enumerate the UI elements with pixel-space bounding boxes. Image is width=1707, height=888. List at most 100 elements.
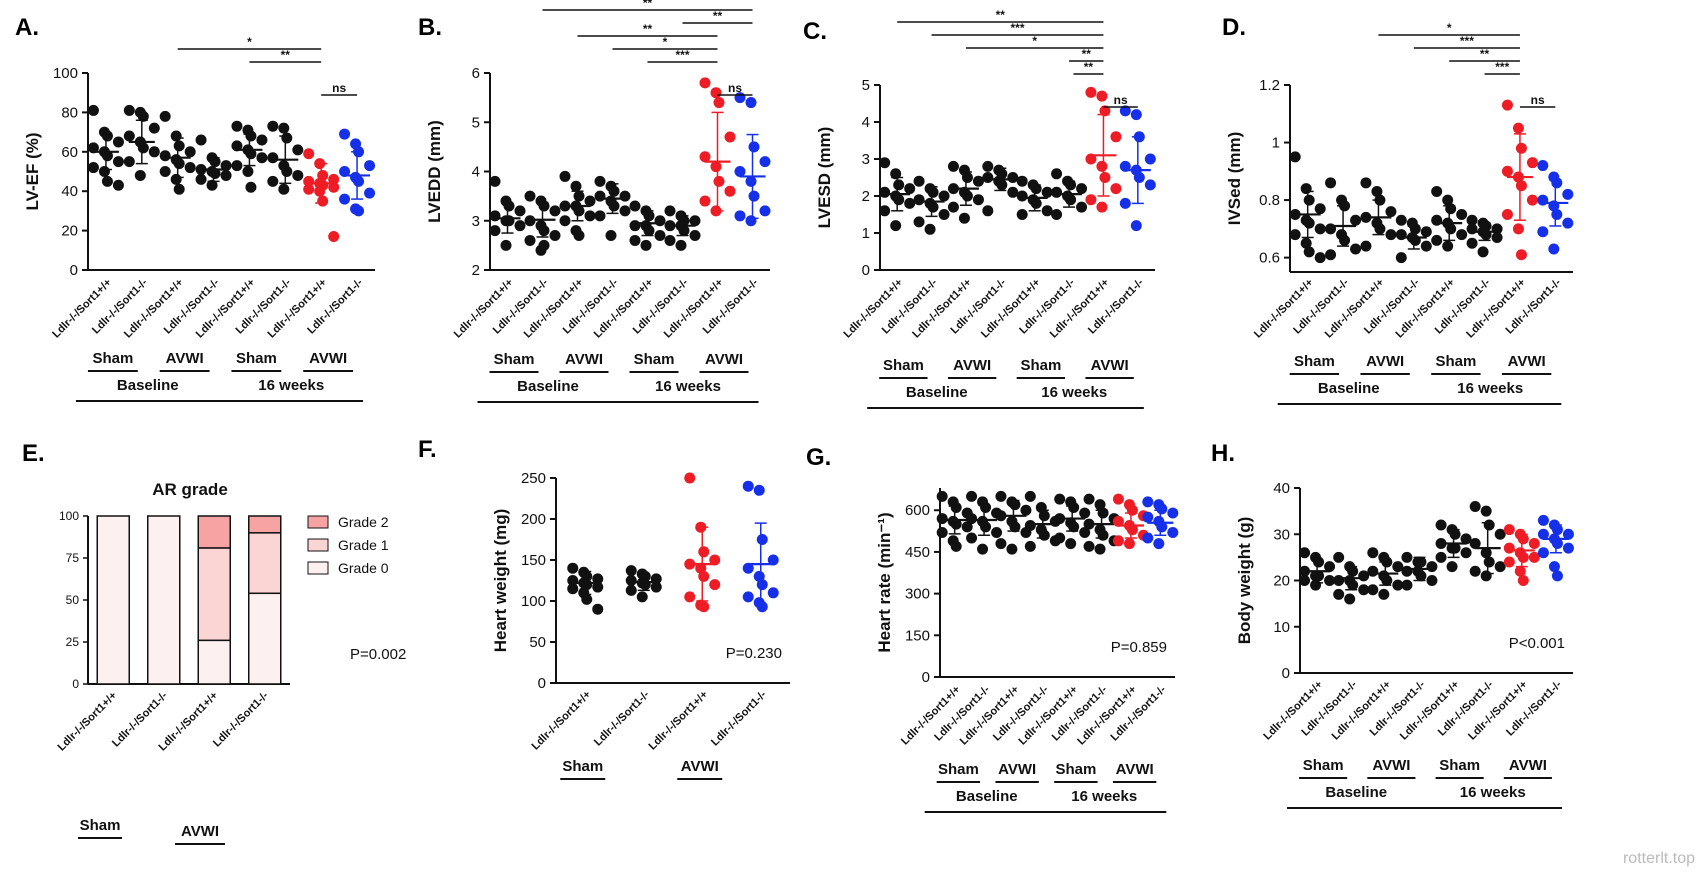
data-point-A — [134, 169, 146, 181]
group-label-G: AVWI — [998, 761, 1036, 778]
y-tick-label-G: 450 — [905, 544, 930, 561]
data-point-C — [927, 186, 939, 198]
sig-label-C: *** — [1010, 21, 1024, 35]
p-value-F: P=0.230 — [726, 645, 782, 662]
data-point-D — [1420, 240, 1432, 252]
data-point-G — [1079, 526, 1091, 538]
data-point-A — [209, 167, 221, 179]
data-point-H — [1426, 561, 1438, 573]
period-label-C: Baseline — [906, 384, 968, 401]
y-axis-label-F: Heart weight (mg) — [491, 509, 510, 653]
period-label-C: 16 weeks — [1041, 384, 1107, 401]
group-label-C: AVWI — [953, 357, 991, 374]
y-tick-label-A: 80 — [61, 104, 78, 121]
data-point-G — [1094, 499, 1106, 511]
data-point-C — [1016, 209, 1028, 220]
data-point-H — [1401, 579, 1413, 591]
data-point-D — [1314, 203, 1326, 215]
data-point-B — [538, 225, 550, 237]
data-point-A — [173, 158, 185, 170]
data-point-G — [936, 526, 948, 538]
data-point-B — [745, 97, 757, 109]
data-point-G — [1156, 503, 1168, 515]
data-point-D — [1445, 203, 1457, 215]
data-point-F — [592, 603, 604, 615]
y-tick-label-A: 0 — [70, 262, 78, 279]
data-point-H — [1480, 570, 1492, 582]
data-point-B — [594, 175, 606, 187]
data-point-D — [1325, 177, 1337, 189]
data-point-B — [489, 210, 501, 222]
data-point-H — [1503, 556, 1515, 568]
data-point-D — [1325, 249, 1337, 261]
y-tick-label-G: 150 — [905, 627, 930, 644]
data-point-C — [904, 183, 916, 195]
y-tick-label-F: 0 — [538, 675, 546, 692]
data-point-D — [1548, 243, 1560, 255]
y-tick-label-A: 100 — [53, 65, 78, 82]
data-point-C — [1065, 194, 1077, 206]
y-tick-label-D: 0.6 — [1259, 250, 1280, 267]
x-tick-label-F: Ldlr-/-/Sort1+/+ — [530, 689, 594, 753]
data-point-D — [1339, 234, 1351, 246]
data-point-C — [1051, 168, 1063, 180]
data-point-F — [709, 554, 721, 566]
stacked-bar-segment-E — [248, 532, 282, 595]
data-point-D — [1466, 237, 1478, 249]
data-point-F — [567, 583, 579, 595]
data-point-D — [1512, 122, 1524, 134]
data-point-A — [112, 136, 124, 148]
data-point-D — [1314, 223, 1326, 235]
data-point-D — [1289, 151, 1301, 163]
data-point-D — [1466, 214, 1478, 226]
data-point-F — [592, 581, 604, 593]
data-point-F — [567, 562, 579, 574]
x-tick-label-D: Ldlr-/-/Sort1+/+ — [1252, 277, 1316, 341]
sig-label-D: ns — [1531, 93, 1545, 107]
y-tick-label-F: 100 — [521, 593, 546, 610]
data-point-H — [1537, 528, 1549, 540]
y-tick-label-D: 1.2 — [1259, 77, 1280, 94]
data-point-H — [1537, 547, 1549, 559]
data-point-G — [1006, 543, 1018, 555]
data-point-A — [328, 173, 340, 185]
data-point-D — [1300, 183, 1312, 195]
data-point-G — [961, 521, 973, 533]
data-point-B — [629, 200, 641, 212]
panel-label-E: E. — [22, 440, 45, 467]
y-axis-label-B: LVEDD (mm) — [425, 120, 444, 223]
data-point-A — [148, 122, 160, 134]
p-value-G: P=0.859 — [1111, 639, 1167, 656]
data-point-A — [281, 166, 293, 177]
data-point-B — [643, 210, 655, 222]
data-point-C — [938, 209, 950, 220]
data-point-A — [87, 104, 99, 116]
data-point-D — [1303, 194, 1315, 206]
data-point-B — [489, 225, 501, 237]
data-point-G — [1123, 538, 1135, 550]
data-point-H — [1503, 524, 1515, 536]
y-tick-label-H: 10 — [1273, 619, 1290, 636]
data-point-B — [514, 220, 526, 232]
data-point-A — [87, 162, 99, 174]
data-point-B — [748, 190, 760, 202]
data-point-C — [1096, 160, 1108, 172]
data-point-A — [98, 166, 110, 177]
data-point-H — [1415, 570, 1427, 582]
y-tick-label-H: 30 — [1273, 526, 1290, 543]
data-point-B — [538, 239, 550, 251]
stacked-bar-segment-E — [197, 515, 231, 549]
data-point-B — [675, 239, 687, 251]
data-point-C — [1085, 86, 1097, 98]
y-axis-label-C: LVESD (mm) — [815, 127, 834, 229]
group-label-H: AVWI — [1372, 757, 1410, 774]
data-point-A — [123, 156, 135, 168]
group-label-D: AVWI — [1366, 353, 1404, 370]
y-tick-label-C: 3 — [862, 151, 870, 168]
data-point-D — [1289, 229, 1301, 241]
group-label-H: AVWI — [1509, 757, 1547, 774]
data-point-A — [101, 130, 113, 142]
group-label-H: Sham — [1439, 757, 1480, 774]
data-point-G — [1112, 535, 1124, 547]
period-label-G: 16 weeks — [1071, 788, 1137, 805]
